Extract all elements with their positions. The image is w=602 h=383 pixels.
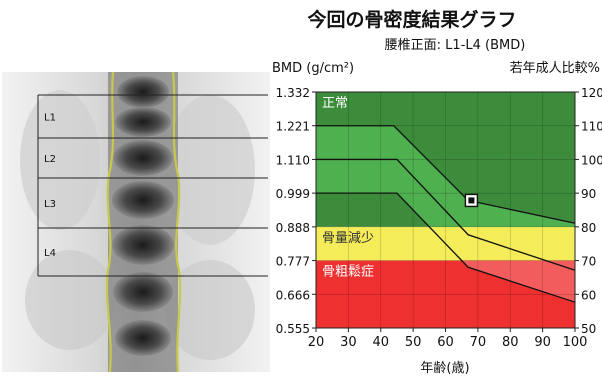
vertebra-region-labels: L1 L2 L3 L4: [44, 113, 56, 260]
x-tick-label-2: 40: [372, 335, 389, 350]
y-left-tick-label-6: 1.221: [276, 120, 310, 134]
x-tick-label-6: 80: [502, 335, 519, 350]
reference-curves: [316, 125, 576, 303]
y-right-tick-label-5: 100: [581, 153, 602, 167]
region-label-l2: L2: [44, 154, 56, 165]
patient-result-marker: [464, 193, 479, 208]
y-left-tick-label-7: 1.332: [276, 86, 310, 100]
x-tick-label-8: 100: [563, 335, 588, 350]
chart-title: 今回の骨密度結果グラフ: [306, 8, 516, 31]
region-label-l1: L1: [44, 113, 56, 124]
y-left-tick-label-3: 0.888: [276, 221, 310, 235]
y-axis-left-label: BMD (g/cm²): [272, 61, 354, 76]
reference-curve-2: [316, 192, 576, 303]
region-label-l4: L4: [44, 248, 56, 259]
region-label-l3: L3: [44, 199, 56, 210]
x-axis-ticks: 20 30 40 50 60 70 80 90 100: [308, 328, 588, 350]
y-right-tick-label-7: 120: [581, 86, 602, 100]
y-left-tick-label-4: 0.999: [276, 187, 310, 201]
x-tick-label-7: 90: [534, 335, 551, 350]
y-axis-left-ticks: 0.555 0.666 0.777 0.888 0.999 1.110 1.221 1.332: [276, 86, 316, 336]
y-right-tick-label-4: 90: [581, 187, 596, 201]
vertebra-region-grid: [37, 94, 268, 277]
osteoporosis-reference-band: [461, 260, 575, 303]
y-axis-right-ticks: 50 60 70 80 90 100 110 120: [575, 86, 602, 336]
zone-label-2: 骨粗鬆症: [322, 265, 374, 280]
reference-curve-1: [316, 158, 576, 271]
reference-curve-0: [316, 125, 576, 224]
y-left-tick-label-1: 0.666: [276, 288, 310, 302]
zone-label-0: 正常: [322, 96, 348, 111]
x-tick-label-3: 50: [405, 335, 422, 350]
reference-bands: [316, 125, 575, 303]
y-right-tick-label-0: 50: [581, 322, 596, 336]
x-tick-label-5: 70: [470, 335, 487, 350]
x-tick-label-4: 60: [437, 335, 454, 350]
y-left-tick-label-2: 0.777: [276, 255, 310, 269]
y-left-tick-label-0: 0.555: [276, 322, 310, 336]
zone-label-1: 骨量減少: [322, 230, 374, 246]
y-right-tick-label-6: 110: [581, 120, 602, 134]
gridlines: [316, 92, 575, 328]
x-tick-label-1: 30: [340, 335, 357, 350]
chart-subtitle: 腰椎正面: L1-L4 (BMD): [385, 38, 526, 53]
y-right-tick-label-1: 60: [581, 288, 596, 302]
y-right-tick-label-3: 80: [581, 221, 596, 235]
x-tick-label-0: 20: [308, 335, 325, 350]
patient-marker-inner: [468, 197, 475, 204]
y-left-tick-label-5: 1.110: [276, 153, 310, 167]
x-axis-label: 年齢(歳): [420, 361, 469, 376]
normal-reference-band: [316, 125, 575, 227]
y-right-tick-label-2: 70: [581, 255, 596, 269]
spine-scan-image: [2, 72, 270, 372]
y-axis-right-label: 若年成人比較%: [510, 60, 600, 76]
